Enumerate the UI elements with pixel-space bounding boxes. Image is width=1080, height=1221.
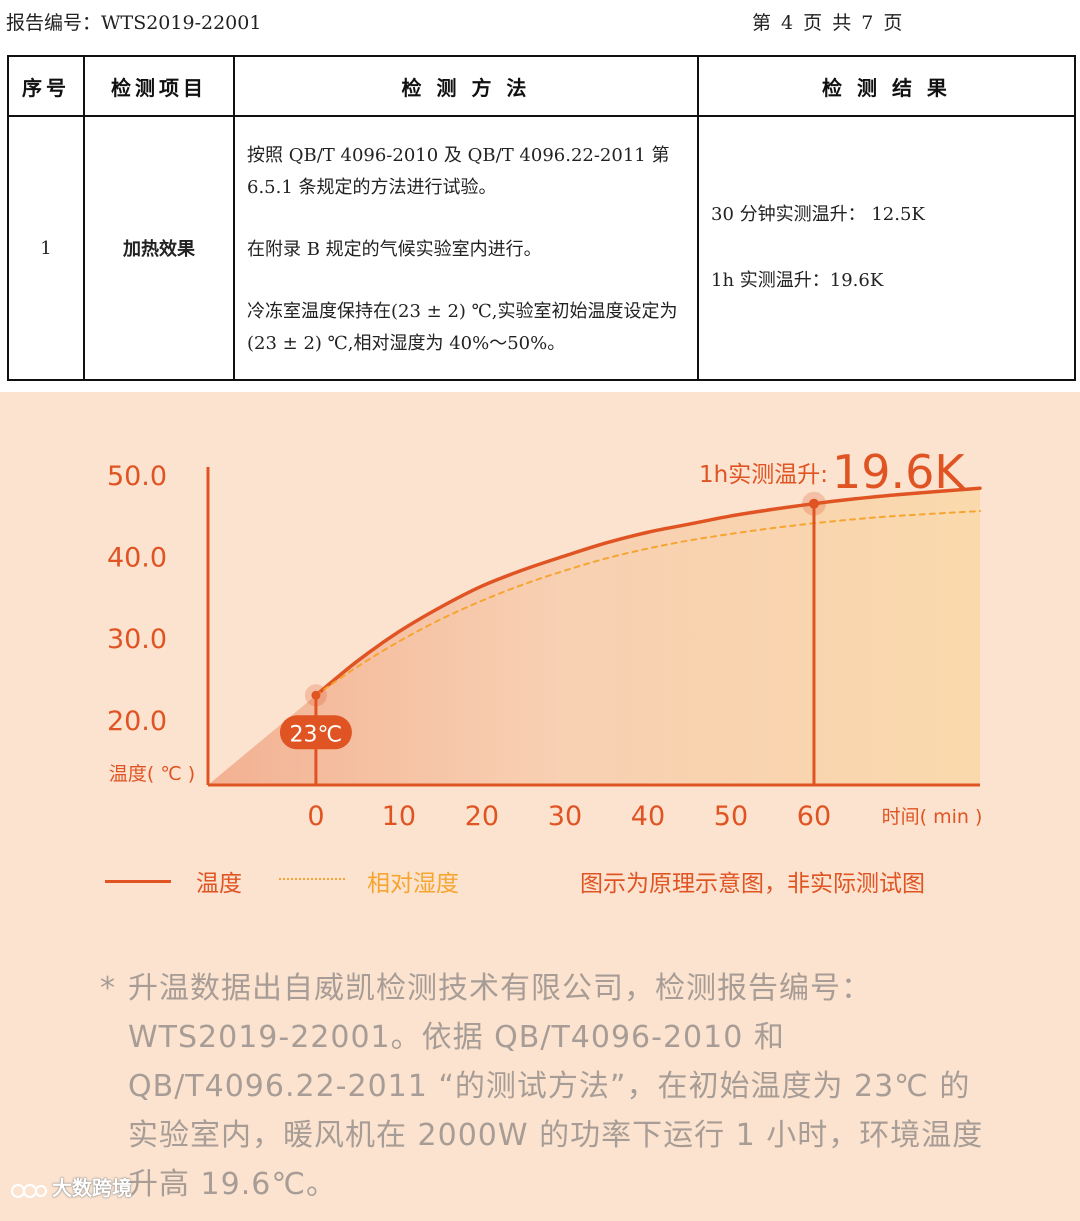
y-tick-label: 30.0 — [107, 624, 167, 655]
col-header-result: 检 测 结 果 — [697, 55, 1076, 117]
start-label-badge — [279, 715, 352, 750]
schematic-note: 图示为原理示意图，非实际测试图 — [580, 871, 925, 897]
x-axis-title: 时间( min ) — [882, 806, 983, 828]
footnote: * 升温数据出自威凯检测技术有限公司，检测报告编号：WTS2019-22001。… — [100, 964, 1000, 1209]
infographic-panel: 20.0 30.0 40.0 50.0 0 10 20 30 40 50 60 温度( ℃ ) 时间( … — [0, 392, 1080, 1221]
y-tick-label: 40.0 — [107, 543, 167, 574]
table-row: 1 加热效果 按照 QB/T 4096-2010 及 QB/T 4096.22-… — [7, 115, 1076, 381]
report-number: 报告编号：WTS2019-22001 — [6, 12, 262, 34]
test-result-table: 序号 检测项目 检 测 方 法 检 测 结 果 1 加热效果 按照 QB/T 4… — [7, 55, 1076, 381]
report-header: 报告编号：WTS2019-22001 第 4 页 共 7 页 — [0, 0, 1080, 48]
page-info: 第 4 页 共 7 页 — [752, 12, 905, 34]
legend-temp-label: 温度 — [196, 871, 242, 897]
test-method: 按照 QB/T 4096-2010 及 QB/T 4096.22-2011 第 … — [233, 115, 699, 381]
peak-point — [808, 498, 819, 509]
temperature-series-line — [314, 486, 982, 698]
y-tick-label: 20.0 — [107, 706, 167, 737]
footnote-asterisk: * — [100, 971, 116, 1006]
test-result: 30 分钟实测温升： 12.5K 1h 实测温升：19.6K — [697, 115, 1076, 381]
table-header-row: 序号 检测项目 检 测 方 法 检 测 结 果 — [7, 55, 1076, 117]
x-tick-label: 60 — [797, 801, 831, 832]
watermark: 大数跨境 — [10, 1172, 132, 1201]
result-line: 1h 实测温升：19.6K — [711, 270, 884, 291]
temperature-rise-chart: 20.0 30.0 40.0 50.0 0 10 20 30 40 50 60 温度( ℃ ) 时间( … — [107, 445, 983, 832]
footnote-text: 升温数据出自威凯检测技术有限公司，检测报告编号：WTS2019-22001。依据… — [128, 971, 984, 1202]
y-tick-label: 50.0 — [107, 461, 167, 492]
result-line: 30 分钟实测温升： 12.5K — [711, 204, 925, 225]
method-line: 按照 QB/T 4096-2010 及 QB/T 4096.22-2011 第 … — [247, 145, 670, 198]
legend-humidity-label: 相对湿度 — [367, 871, 459, 897]
y-axis-title: 温度( ℃ ) — [109, 763, 195, 785]
start-label: 23℃ — [290, 722, 343, 747]
watermark-text: 大数跨境 — [52, 1176, 132, 1200]
row-number: 1 — [7, 115, 85, 381]
method-line: 冷冻室温度保持在(23 ± 2) ℃,实验室初始温度设定为(23 ± 2) ℃,… — [247, 301, 678, 354]
legend-temp-swatch — [105, 880, 171, 883]
watermark-logo-icon — [11, 1183, 47, 1198]
x-tick-label: 0 — [307, 801, 324, 832]
chart-area-fill — [208, 488, 980, 785]
col-header-method: 检 测 方 法 — [233, 55, 699, 117]
test-item: 加热效果 — [83, 115, 235, 381]
x-tick-label: 20 — [465, 801, 499, 832]
col-header-no: 序号 — [7, 55, 85, 117]
method-line: 在附录 B 规定的气候实验室内进行。 — [247, 239, 542, 260]
peak-label-prefix: 1h实测温升: — [699, 462, 828, 488]
legend-humidity-swatch — [279, 878, 345, 880]
x-tick-label: 40 — [631, 801, 665, 832]
humidity-series-line — [314, 510, 981, 697]
x-tick-label: 30 — [548, 801, 582, 832]
x-tick-label: 10 — [382, 801, 416, 832]
chart-legend: 温度 相对湿度 图示为原理示意图，非实际测试图 — [0, 854, 1080, 897]
peak-label-value: 19.6K — [832, 445, 966, 499]
col-header-item: 检测项目 — [83, 55, 235, 117]
x-tick-label: 50 — [714, 801, 748, 832]
start-point — [311, 690, 321, 700]
